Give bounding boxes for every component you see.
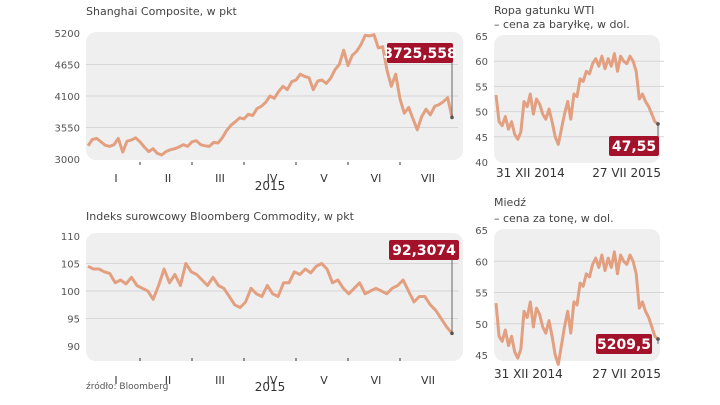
- y-tick-labels: 90 95 100 105 110: [61, 232, 80, 353]
- chart-subtitle: – cena za baryłkę, w dol.: [494, 18, 630, 31]
- y-tick-label: 3550: [55, 124, 80, 135]
- last-value-badge: 47,55: [609, 122, 660, 156]
- chart-title: Miedź: [494, 196, 526, 209]
- last-point-marker: [656, 122, 660, 126]
- chart-shanghai: Shanghai Composite, w pkt 3000 3550 4100 46…: [55, 5, 463, 193]
- y-tick-label: 40: [475, 158, 488, 169]
- chart-title: Indeks surowcowy Bloomberg Commodity, w …: [86, 210, 355, 223]
- y-tick-label: 110: [61, 232, 80, 243]
- y-tick-label: 45: [475, 133, 488, 144]
- y-tick-label: 60: [475, 57, 488, 68]
- x-tick-label: III: [215, 172, 225, 185]
- y-tick-label: 95: [67, 315, 80, 326]
- y-tick-labels: 3000 3550 4100 4650 5200: [55, 29, 80, 166]
- last-value-badge: 5209,5: [596, 334, 660, 354]
- last-value-badge: 3725,558: [383, 43, 457, 120]
- chart-title: Shanghai Composite, w pkt: [86, 5, 237, 18]
- x-tick-label: VI: [371, 374, 382, 387]
- y-tick-label: 65: [475, 226, 488, 237]
- x-tick-label: IV: [267, 374, 278, 387]
- x-end-label: 27 VII 2015: [592, 166, 661, 180]
- series-line: [494, 250, 660, 366]
- y-tick-label: 3000: [55, 155, 80, 166]
- y-tick-label: 5200: [55, 29, 80, 40]
- y-tick-label: 60: [475, 257, 488, 268]
- x-tick-label: IV: [267, 172, 278, 185]
- chart-copper: Miedź – cena za tonę, w dol. 4550556065 …: [475, 196, 664, 381]
- plot-panel: [86, 233, 463, 361]
- y-tick-labels: 45 50 55 60 65: [475, 226, 488, 362]
- series-line: [87, 262, 454, 335]
- year-label: 2015: [255, 179, 286, 193]
- badge-value: 47,55: [612, 139, 656, 155]
- badge-background: [609, 136, 659, 156]
- x-tick-label: I: [114, 172, 117, 185]
- last-value-badge: 92,3074: [389, 240, 459, 336]
- y-tick-label: 4650: [55, 61, 80, 72]
- badge-background: [387, 43, 453, 63]
- badge-background: [389, 240, 459, 260]
- last-point-marker: [450, 331, 454, 336]
- x-tick-labels: I II III IV V VI VII: [114, 358, 435, 387]
- chart-title: Ropa gatunku WTI: [494, 4, 594, 17]
- y-tick-label: 45: [475, 351, 488, 362]
- series-line: [494, 52, 659, 146]
- chart-bloomberg-commodity: Indeks surowcowy Bloomberg Commodity, w …: [61, 210, 463, 394]
- y-tick-label: 105: [61, 260, 80, 271]
- x-tick-label: V: [320, 374, 328, 387]
- badge-value: 92,3074: [392, 243, 456, 259]
- x-tick-labels: I II III IV V VI VII: [114, 162, 435, 185]
- y-tick-label: 4100: [55, 92, 80, 103]
- x-end-label: 27 VII 2015: [592, 367, 661, 381]
- y-tick-labels: 40 45 50 55 60 65: [475, 32, 488, 169]
- x-tick-label: III: [215, 374, 225, 387]
- badge-background: [596, 334, 652, 354]
- y-tick-label: 90: [67, 342, 80, 353]
- last-point-marker: [656, 337, 660, 341]
- source-note: źródło: Bloomberg: [86, 381, 168, 392]
- y-tick-label: 65: [475, 32, 488, 43]
- x-tick-label: VII: [421, 374, 435, 387]
- y-tick-label: 55: [475, 289, 488, 300]
- x-tick-label: VII: [421, 172, 435, 185]
- y-tick-label: 55: [475, 82, 488, 93]
- last-point-marker: [450, 115, 454, 120]
- badge-value: 5209,5: [597, 337, 651, 353]
- chart-subtitle: – cena za tonę, w dol.: [494, 212, 614, 225]
- chart-wti: Ropa gatunku WTI – cena za baryłkę, w do…: [475, 4, 664, 180]
- badge-value: 3725,558: [383, 46, 457, 62]
- x-tick-label: II: [165, 172, 172, 185]
- x-tick-label: V: [320, 172, 328, 185]
- y-tick-label: 50: [475, 108, 488, 119]
- y-tick-label: 50: [475, 320, 488, 331]
- series-line: [86, 33, 454, 157]
- x-tick-label: I: [114, 374, 117, 387]
- y-tick-label: 100: [61, 287, 80, 298]
- year-label: 2015: [255, 380, 286, 394]
- x-tick-label: II: [165, 374, 172, 387]
- x-tick-label: VI: [371, 172, 382, 185]
- x-start-label: 31 XII 2014: [496, 166, 565, 180]
- x-start-label: 31 XII 2014: [494, 367, 563, 381]
